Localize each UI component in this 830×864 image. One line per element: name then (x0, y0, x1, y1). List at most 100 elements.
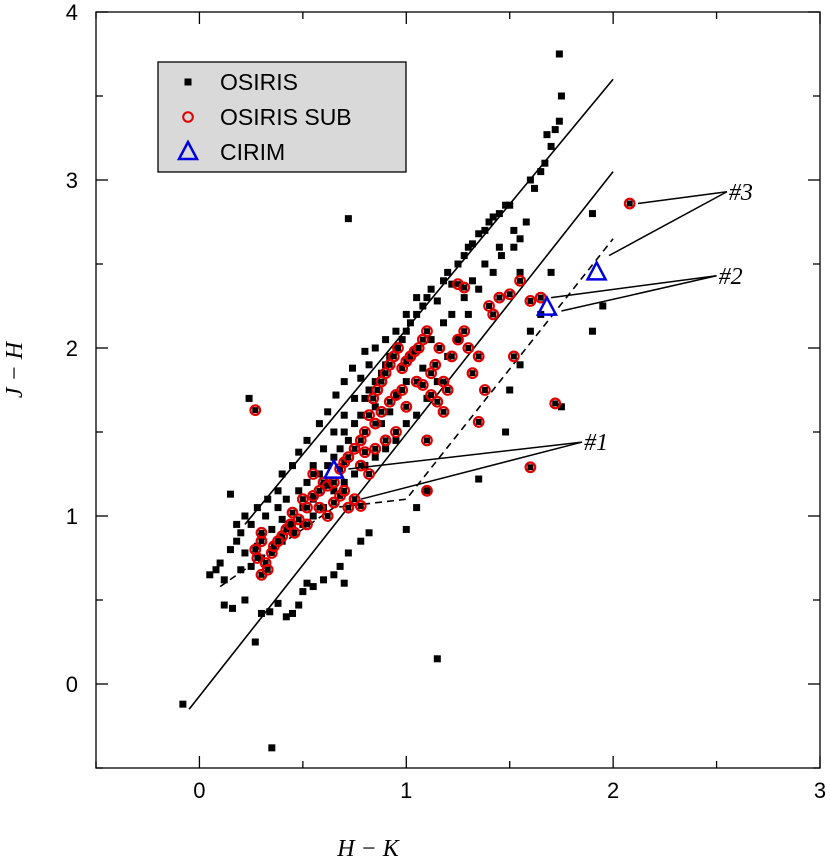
osiris-point (510, 243, 518, 251)
osiris-point (392, 436, 400, 444)
osiris-point (336, 562, 344, 570)
osiris-sub-point-core (455, 281, 461, 288)
osiris-sub-point-core (461, 284, 468, 291)
osiris-point (460, 252, 468, 260)
osiris-sub-point-core (423, 487, 430, 494)
osiris-point (371, 453, 379, 461)
osiris-sub-point (410, 375, 423, 388)
osiris-sub-point (466, 367, 479, 380)
annotations: #1 #2 #3 (348, 180, 753, 500)
osiris-point (516, 361, 524, 369)
osiris-sub-point (375, 405, 388, 418)
osiris-point (371, 378, 379, 386)
osiris-sub-point-core (264, 566, 271, 573)
osiris-point (475, 475, 483, 483)
osiris-point (547, 142, 555, 150)
osiris-sub-point-core (436, 345, 443, 351)
osiris-point (274, 487, 282, 495)
osiris-sub-point-core (496, 294, 503, 301)
osiris-point (303, 436, 311, 444)
osiris-point (448, 310, 456, 318)
osiris-point (251, 638, 259, 646)
osiris-sub-point (292, 513, 305, 526)
osiris-point (241, 549, 249, 557)
osiris-sub-point-core (366, 412, 373, 419)
osiris-sub-point (251, 552, 264, 564)
osiris-point (220, 576, 228, 584)
osiris-sub-point-core (440, 378, 447, 385)
cirim-series (322, 259, 608, 479)
osiris-point (320, 576, 328, 584)
osiris-sub-point (429, 358, 442, 371)
osiris-sub-point (421, 325, 433, 338)
osiris-sub-point-core (357, 437, 364, 444)
osiris-point (274, 504, 282, 512)
osiris-point (216, 559, 224, 567)
osiris-point (419, 364, 427, 372)
osiris-sub-point (462, 342, 475, 354)
osiris-sub-point (313, 501, 326, 514)
osiris-sub-point (437, 405, 450, 418)
osiris-sub-point (524, 461, 537, 474)
osiris-point (427, 336, 435, 344)
osiris-point (537, 168, 545, 176)
osiris-sub-point-core (444, 387, 451, 393)
osiris-sub-point-core (552, 400, 559, 407)
osiris-sub-point (363, 409, 375, 422)
osiris-point (179, 700, 187, 708)
osiris-sub-point (369, 417, 382, 430)
osiris-point (588, 210, 596, 218)
osiris-sub-point-core (252, 546, 259, 553)
osiris-point (344, 549, 352, 557)
osiris-point (268, 744, 276, 752)
osiris-sub-point-core (392, 429, 399, 435)
osiris-point (522, 218, 530, 226)
osiris-point (253, 504, 261, 512)
osiris-point (324, 408, 332, 416)
osiris-point (309, 462, 317, 470)
legend-osiris-sub-marker (182, 111, 194, 123)
osiris-point (516, 235, 524, 243)
osiris-sub-point-core (330, 499, 337, 506)
osiris-sub-point-core (366, 471, 373, 477)
osiris-point (332, 391, 340, 399)
osiris-sub-point-core (475, 353, 482, 360)
osiris-sub-point-core (527, 297, 534, 304)
osiris-point (413, 310, 421, 318)
osiris-point (330, 453, 338, 461)
osiris-sub-point-core (432, 361, 439, 368)
osiris-point (336, 445, 344, 453)
annotation-leader-line (348, 441, 583, 470)
osiris-sub-point-core (324, 513, 331, 519)
osiris-sub-point-core (316, 487, 323, 494)
osiris-point (274, 599, 282, 607)
osiris-sub-point-core (423, 437, 430, 444)
osiris-sub-point-core (382, 437, 389, 444)
osiris-sub-point-core (279, 533, 286, 540)
osiris-point (340, 478, 348, 486)
osiris-sub-point (363, 468, 375, 480)
osiris-sub-point-core (469, 370, 476, 377)
osiris-point (226, 490, 234, 498)
osiris-sub-point-core (390, 353, 397, 360)
osiris-sub-point-core (403, 358, 410, 365)
osiris-point (295, 601, 303, 609)
osiris-sub-point (383, 395, 396, 408)
osiris-sub-point-core (378, 408, 385, 415)
osiris-point (241, 512, 249, 520)
osiris-sub-point-core (258, 571, 265, 578)
osiris-sub-point (307, 468, 320, 480)
plot-frame (95, 11, 821, 769)
osiris-point (309, 583, 317, 591)
osiris-point (278, 515, 286, 523)
osiris-sub-point (514, 274, 526, 287)
osiris-sub-point-core (262, 560, 269, 567)
osiris-point (351, 394, 359, 402)
legend: OSIRIS OSIRIS SUB CIRIM (157, 61, 407, 173)
osiris-point (464, 310, 472, 318)
osiris-sub-point (392, 342, 404, 354)
osiris-sub-point-core (399, 387, 406, 393)
osiris-sub-point (369, 442, 382, 455)
osiris-point (468, 277, 476, 285)
